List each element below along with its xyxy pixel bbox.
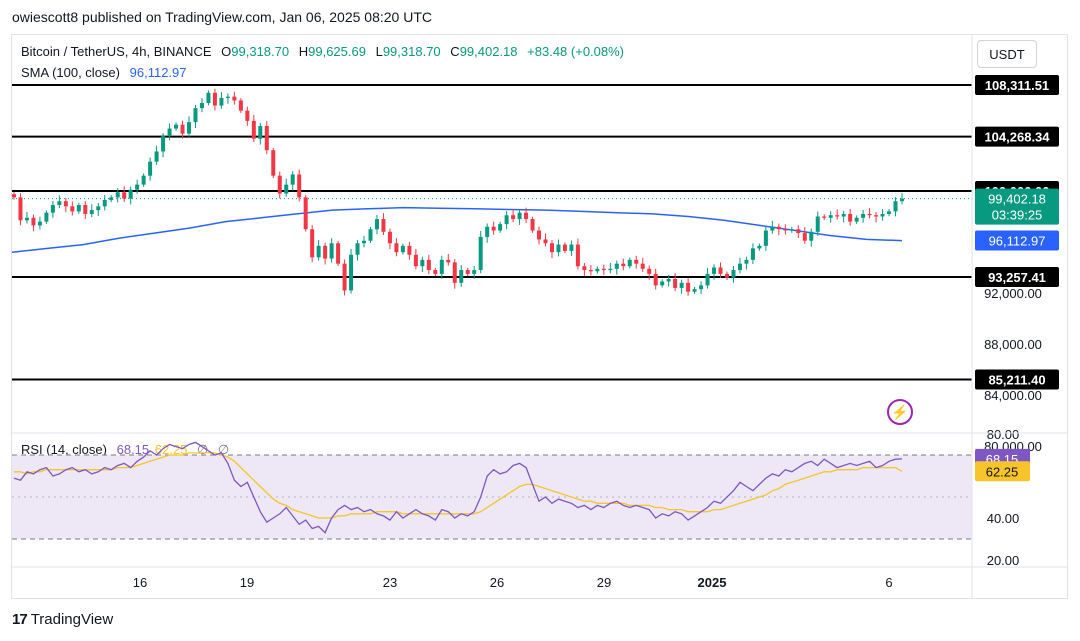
currency-button[interactable]: USDT (977, 40, 1037, 68)
change-value: +83.48 (+0.08%) (527, 44, 625, 59)
sma-label: SMA (100, close) (21, 65, 120, 80)
symbol-name[interactable]: Bitcoin / TetherUS, 4h, BINANCE (21, 44, 212, 59)
sma-legend[interactable]: SMA (100, close) 96,112.97 (21, 65, 193, 80)
tradingview-logo[interactable]: 17 TradingView (12, 611, 113, 628)
publisher-line: owiescott8 published on TradingView.com,… (12, 9, 432, 25)
tv-logo-icon: 17 (12, 611, 28, 628)
symbol-legend: Bitcoin / TetherUS, 4h, BINANCE O99,318.… (21, 44, 630, 59)
high-label: H (298, 44, 309, 59)
rsi-label: RSI (14, close) (21, 442, 107, 457)
close-label: C (450, 44, 460, 59)
rsi-na-1: ∅ (196, 442, 209, 457)
open-value: 99,318.70 (231, 44, 290, 59)
close-value: 99,402.18 (459, 44, 518, 59)
tv-brand-name: TradingView (30, 611, 114, 628)
high-value: 99,625.69 (308, 44, 366, 59)
low-value: 99,318.70 (382, 44, 441, 59)
rsi-ma-value: 62.25 (154, 442, 188, 457)
sma-value: 96,112.97 (129, 65, 187, 80)
open-label: O (221, 44, 232, 59)
rsi-na-2: ∅ (217, 442, 230, 457)
chart-frame (11, 34, 1068, 599)
rsi-legend[interactable]: RSI (14, close) 68.15 62.25 ∅ ∅ (21, 442, 235, 458)
rsi-value: 68.15 (116, 442, 150, 457)
low-label: L (375, 44, 383, 59)
lightning-icon[interactable]: ⚡ (887, 399, 913, 425)
